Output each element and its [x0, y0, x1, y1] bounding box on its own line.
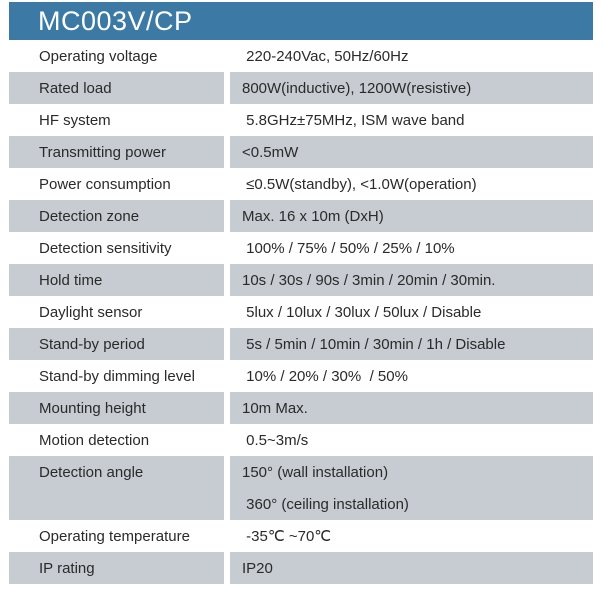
spec-value: 10% / 20% / 30% / 50% [242, 367, 408, 385]
spec-value-cell: 800W(inductive), 1200W(resistive) [230, 72, 593, 104]
spec-sheet-body: MC003V/CP Operating voltage 220-240Vac, … [9, 2, 593, 584]
table-row: Operating voltage 220-240Vac, 50Hz/60Hz [9, 40, 593, 72]
spec-value: ≤0.5W(standby), <1.0W(operation) [242, 175, 477, 193]
spec-label-cell: Operating voltage [9, 40, 224, 72]
spec-value-cell: -35℃ ~70℃ [230, 520, 593, 552]
spec-label: Stand-by period [39, 335, 145, 353]
table-row: Mounting height 10m Max. [9, 392, 593, 424]
model-header-band: MC003V/CP [9, 2, 593, 40]
spec-value-cell: IP20 [230, 552, 593, 584]
spec-value: 220-240Vac, 50Hz/60Hz [242, 47, 409, 65]
spec-label: Detection angle [39, 463, 144, 481]
table-row: Detection zone Max. 16 x 10m (DxH) [9, 200, 593, 232]
spec-label-cell: Mounting height [9, 392, 224, 424]
spec-label: Daylight sensor [39, 303, 143, 321]
spec-value-cell: 5s / 5min / 10min / 30min / 1h / Disable [230, 328, 593, 360]
spec-value-cell: ≤0.5W(standby), <1.0W(operation) [230, 168, 593, 200]
spec-label-cell: Transmitting power [9, 136, 224, 168]
spec-value: 150° (wall installation) [242, 463, 389, 481]
table-row: HF system 5.8GHz±75MHz, ISM wave band [9, 104, 593, 136]
spec-label: Detection sensitivity [39, 239, 172, 257]
spec-value: 100% / 75% / 50% / 25% / 10% [242, 239, 455, 257]
spec-label: HF system [39, 111, 111, 129]
table-row: Daylight sensor 5lux / 10lux / 30lux / 5… [9, 296, 593, 328]
spec-label-cell: Stand-by dimming level [9, 360, 224, 392]
spec-label-cell: IP rating [9, 552, 224, 584]
spec-value-cell: 5lux / 10lux / 30lux / 50lux / Disable [230, 296, 593, 328]
table-row: Detection sensitivity 100% / 75% / 50% /… [9, 232, 593, 264]
table-row: Stand-by dimming level 10% / 20% / 30% /… [9, 360, 593, 392]
spec-value-cell: 0.5~3m/s [230, 424, 593, 456]
spec-label-cell: HF system [9, 104, 224, 136]
spec-value-cell: <0.5mW [230, 136, 593, 168]
spec-label-cell: Power consumption [9, 168, 224, 200]
model-title: MC003V/CP [38, 5, 193, 36]
spec-value-cell: 100% / 75% / 50% / 25% / 10% [230, 232, 593, 264]
table-row: Stand-by period 5s / 5min / 10min / 30mi… [9, 328, 593, 360]
spec-table: Operating voltage 220-240Vac, 50Hz/60Hz … [9, 40, 593, 584]
spec-value-cell: 5.8GHz±75MHz, ISM wave band [230, 104, 593, 136]
spec-value: Max. 16 x 10m (DxH) [242, 207, 384, 225]
spec-label-cell: Detection angle [9, 456, 224, 520]
spec-label: IP rating [39, 559, 95, 577]
spec-value: IP20 [242, 559, 273, 577]
spec-label-cell: Daylight sensor [9, 296, 224, 328]
table-row: Power consumption ≤0.5W(standby), <1.0W(… [9, 168, 593, 200]
table-row: IP rating IP20 [9, 552, 593, 584]
spec-label: Power consumption [39, 175, 171, 193]
spec-label-cell: Stand-by period [9, 328, 224, 360]
spec-value-cell: 220-240Vac, 50Hz/60Hz [230, 40, 593, 72]
spec-value: 0.5~3m/s [242, 431, 309, 449]
spec-label-cell: Detection zone [9, 200, 224, 232]
table-row: Transmitting power <0.5mW [9, 136, 593, 168]
spec-label: Transmitting power [39, 143, 166, 161]
spec-label-cell: Operating temperature [9, 520, 224, 552]
spec-label: Operating voltage [39, 47, 158, 65]
spec-value: 10m Max. [242, 399, 308, 417]
spec-label-cell: Hold time [9, 264, 224, 296]
spec-value-cell: 10s / 30s / 90s / 3min / 20min / 30min. [230, 264, 593, 296]
spec-value: 5.8GHz±75MHz, ISM wave band [242, 111, 465, 129]
spec-value-cell: 10m Max. [230, 392, 593, 424]
spec-value-cell: 10% / 20% / 30% / 50% [230, 360, 593, 392]
spec-label: Rated load [39, 79, 112, 97]
spec-value: <0.5mW [242, 143, 299, 161]
spec-value: -35℃ ~70℃ [242, 528, 332, 545]
spec-value-cell: Max. 16 x 10m (DxH) [230, 200, 593, 232]
spec-label: Motion detection [39, 431, 150, 449]
spec-label-cell: Detection sensitivity [9, 232, 224, 264]
spec-label: Detection zone [39, 207, 140, 225]
spec-label-cell: Motion detection [9, 424, 224, 456]
table-row: Hold time 10s / 30s / 90s / 3min / 20min… [9, 264, 593, 296]
spec-label-cell: Rated load [9, 72, 224, 104]
spec-label: Mounting height [39, 399, 146, 417]
table-row: Detection angle 150° (wall installation)… [9, 456, 593, 520]
spec-value-cell: 150° (wall installation) 360° (ceiling i… [230, 456, 593, 520]
table-row: Operating temperature -35℃ ~70℃ [9, 520, 593, 552]
spec-value: 360° (ceiling installation) [242, 495, 409, 513]
table-row: Rated load 800W(inductive), 1200W(resist… [9, 72, 593, 104]
spec-value: 5s / 5min / 10min / 30min / 1h / Disable [242, 335, 506, 353]
spec-value: 10s / 30s / 90s / 3min / 20min / 30min. [242, 271, 496, 289]
spec-label: Stand-by dimming level [39, 367, 195, 385]
table-row: Motion detection 0.5~3m/s [9, 424, 593, 456]
spec-label: Operating temperature [39, 527, 190, 545]
spec-value: 5lux / 10lux / 30lux / 50lux / Disable [242, 303, 482, 321]
spec-value: 800W(inductive), 1200W(resistive) [242, 79, 472, 97]
spec-label: Hold time [39, 271, 103, 289]
